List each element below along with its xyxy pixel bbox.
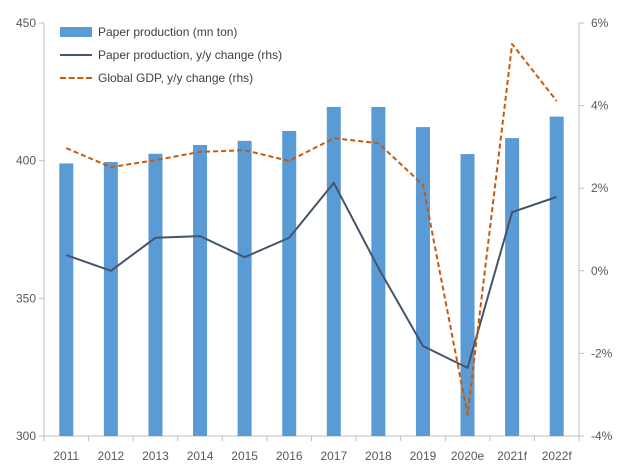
legend-swatch-bar <box>60 27 92 37</box>
right-tick-label: 2% <box>591 181 609 195</box>
bar-2015 <box>238 141 252 436</box>
bar-2020e <box>461 154 475 436</box>
legend-item-gdp-yy: Global GDP, y/y change (rhs) <box>60 66 282 89</box>
bar-2016 <box>282 131 296 436</box>
bar-2021f <box>505 138 519 436</box>
legend-swatch-dashed <box>60 77 92 79</box>
left-tick-label: 400 <box>16 154 36 168</box>
bar-2018 <box>371 107 385 436</box>
x-tick-label: 2018 <box>365 449 392 463</box>
legend-swatch-line <box>60 54 92 56</box>
bar-2019 <box>416 127 430 436</box>
left-tick-label: 300 <box>16 429 36 443</box>
x-tick-label: 2022f <box>542 449 573 463</box>
bar-2013 <box>148 154 162 436</box>
right-tick-label: 0% <box>591 264 609 278</box>
right-tick-label: 6% <box>591 16 609 30</box>
bar-2011 <box>59 163 73 436</box>
legend-item-paper-production: Paper production (mn ton) <box>60 20 282 43</box>
legend-label: Paper production, y/y change (rhs) <box>98 48 282 62</box>
x-tick-label: 2017 <box>320 449 347 463</box>
paper-yy-line <box>66 183 556 368</box>
x-tick-label: 2013 <box>142 449 169 463</box>
gdp-yy-line <box>66 44 556 415</box>
left-tick-label: 450 <box>16 16 36 30</box>
x-tick-label: 2012 <box>98 449 125 463</box>
legend-label: Global GDP, y/y change (rhs) <box>98 71 253 85</box>
x-tick-label: 2014 <box>187 449 214 463</box>
x-tick-label: 2016 <box>276 449 303 463</box>
right-tick-label: -2% <box>591 346 613 360</box>
x-tick-label: 2019 <box>410 449 437 463</box>
right-tick-label: -4% <box>591 429 613 443</box>
legend: Paper production (mn ton) Paper producti… <box>60 20 282 89</box>
x-tick-label: 2015 <box>231 449 258 463</box>
legend-label: Paper production (mn ton) <box>98 25 237 39</box>
bar-2012 <box>104 162 118 436</box>
x-tick-label: 2021f <box>497 449 528 463</box>
legend-item-paper-yy: Paper production, y/y change (rhs) <box>60 43 282 66</box>
x-tick-label: 2020e <box>451 449 485 463</box>
right-tick-label: 4% <box>591 99 609 113</box>
bar-2022f <box>550 117 564 436</box>
bar-2017 <box>327 107 341 436</box>
bar-2014 <box>193 145 207 436</box>
left-tick-label: 350 <box>16 291 36 305</box>
x-tick-label: 2011 <box>53 449 79 463</box>
